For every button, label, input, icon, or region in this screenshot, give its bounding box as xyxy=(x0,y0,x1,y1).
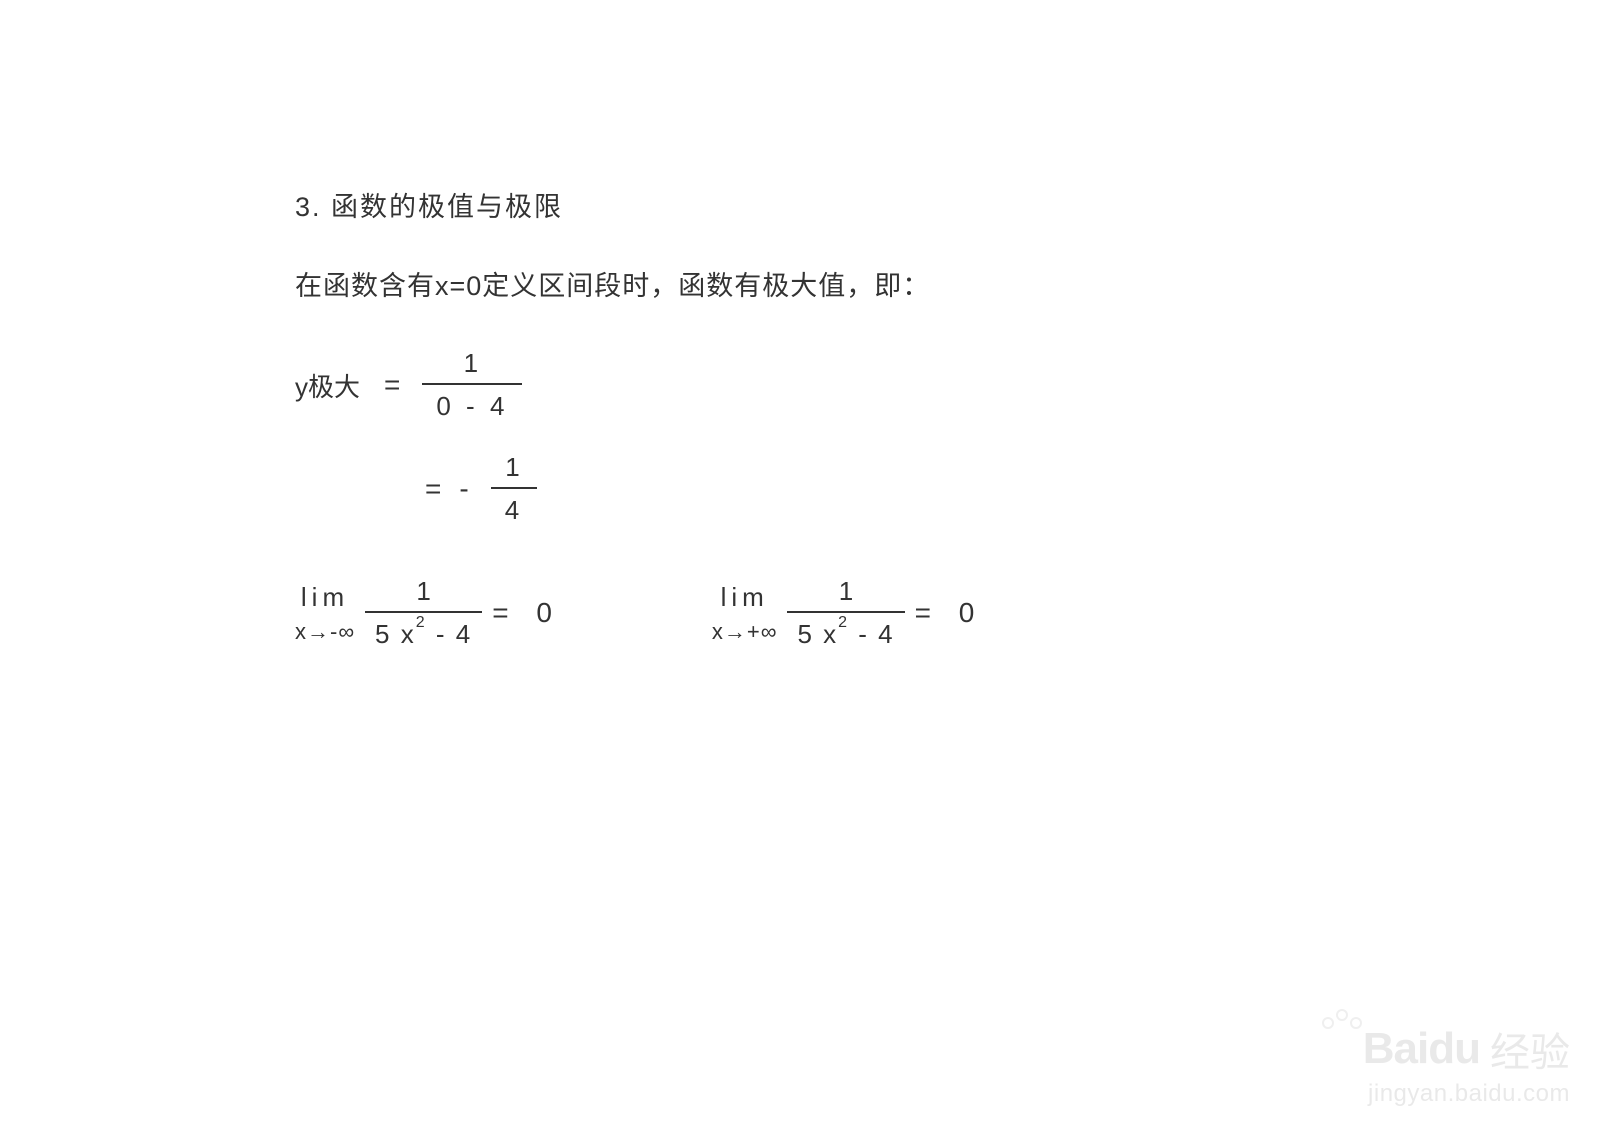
limit-left-num: 1 xyxy=(386,576,460,611)
limit-left-result: = 0 xyxy=(492,597,562,629)
eq1-numerator: 1 xyxy=(450,348,495,383)
watermark-row1: Baidu 经验 xyxy=(1318,1020,1570,1078)
limit-right-result: = 0 xyxy=(915,597,985,629)
den-exp: 2 xyxy=(416,614,427,631)
result-value: 0 xyxy=(959,597,985,628)
limit-left-den: 5 x2 - 4 xyxy=(365,613,482,650)
eq1-lhs: y极大 xyxy=(295,367,360,404)
eq1-denominator: 0 - 4 xyxy=(422,385,522,422)
limit-left-fraction: 1 5 x2 - 4 xyxy=(365,576,482,650)
eq1-equals: = xyxy=(384,369,400,401)
document-content: 3. 函数的极值与极限 在函数含有x=0定义区间段时，函数有极大值，即： y极大… xyxy=(295,185,1295,650)
watermark-logo: Baidu xyxy=(1363,1024,1480,1073)
eq-sign: = xyxy=(915,597,941,628)
equation-1: y极大 = 1 0 - 4 xyxy=(295,348,1295,422)
eq2-fraction: 1 4 xyxy=(491,452,537,526)
equation-2: = - 1 4 xyxy=(413,452,1295,526)
eq2-denominator: 4 xyxy=(491,489,537,526)
den-pre: 5 x xyxy=(375,619,416,649)
watermark: Baidu 经验 jingyan.baidu.com xyxy=(1318,1020,1570,1108)
limit-right-num: 1 xyxy=(809,576,883,611)
limit-right-operator: lim x→+∞ xyxy=(712,582,778,645)
limit-left-operator: lim x→-∞ xyxy=(295,582,355,645)
eq1-fraction: 1 0 - 4 xyxy=(422,348,522,422)
section-heading: 3. 函数的极值与极限 xyxy=(295,185,1295,224)
eq-sign: = xyxy=(492,597,518,628)
limit-right-fraction: 1 5 x2 - 4 xyxy=(787,576,904,650)
limit-left: lim x→-∞ 1 5 x2 - 4 = 0 xyxy=(295,576,562,650)
lim-approach: x→+∞ xyxy=(712,619,778,645)
den-pre: 5 x xyxy=(797,619,838,649)
result-value: 0 xyxy=(536,597,562,628)
eq2-negative: - xyxy=(459,473,468,505)
lim-approach: x→-∞ xyxy=(295,619,355,645)
den-post: - 4 xyxy=(427,619,473,649)
watermark-url: jingyan.baidu.com xyxy=(1318,1080,1570,1108)
den-exp: 2 xyxy=(838,614,849,631)
limit-right: lim x→+∞ 1 5 x2 - 4 = 0 xyxy=(712,576,984,650)
intro-text: 在函数含有x=0定义区间段时，函数有极大值，即： xyxy=(295,264,1295,303)
watermark-cn: 经验 xyxy=(1490,1020,1570,1078)
eq2-numerator: 1 xyxy=(491,452,536,487)
den-post: - 4 xyxy=(849,619,895,649)
paw-icon xyxy=(1322,1009,1362,1039)
eq2-equals: = xyxy=(425,473,441,505)
lim-word: lim xyxy=(721,582,769,613)
limit-right-den: 5 x2 - 4 xyxy=(787,613,904,650)
limits-row: lim x→-∞ 1 5 x2 - 4 = 0 lim x→+∞ 1 xyxy=(295,576,1295,650)
lim-word: lim xyxy=(301,582,349,613)
